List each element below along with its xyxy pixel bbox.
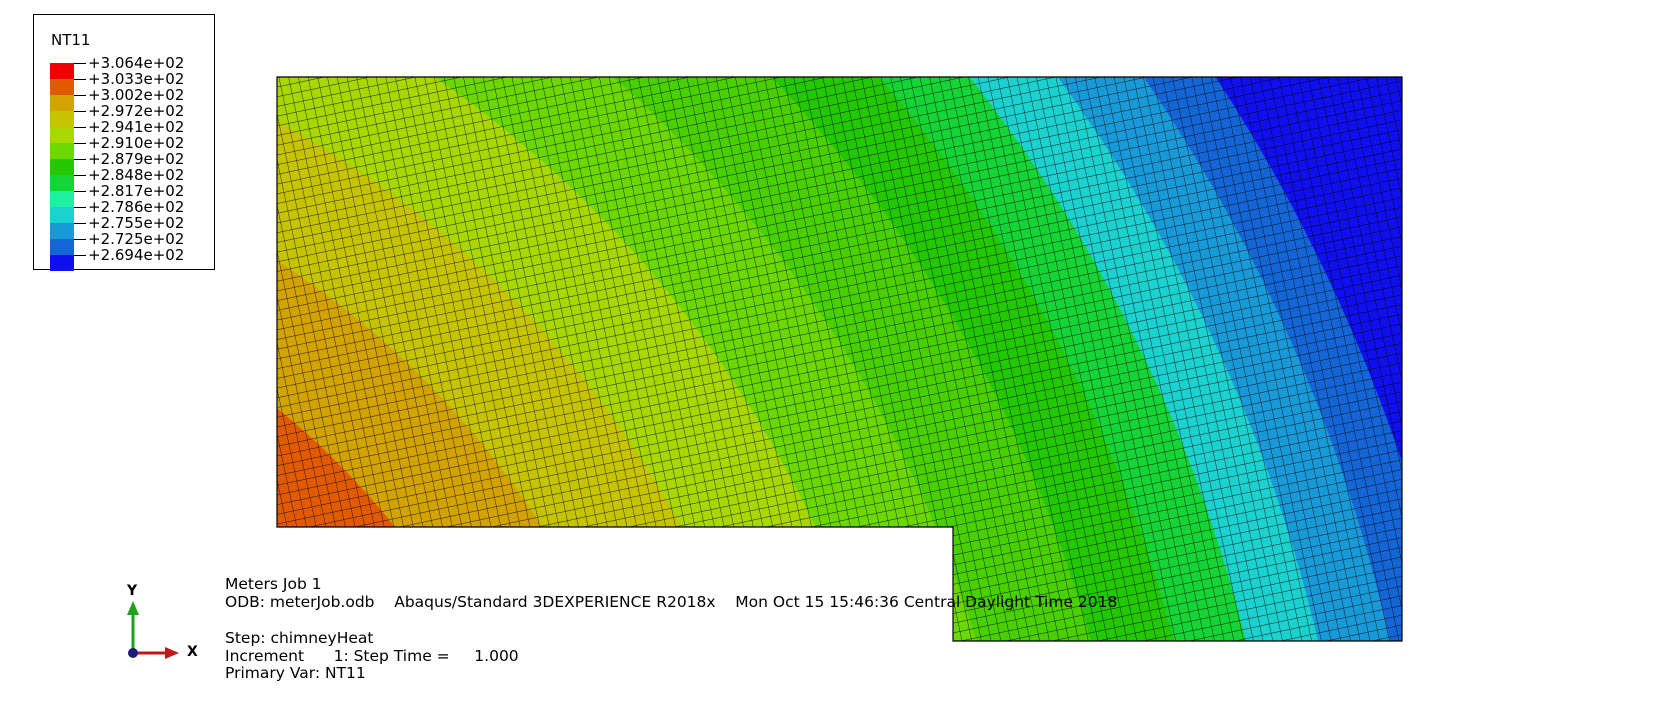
x-axis-arrowhead: [165, 647, 179, 659]
legend-tick: [74, 159, 86, 160]
legend-swatch: [50, 95, 74, 111]
legend-tick: [74, 143, 86, 144]
legend-tick: [74, 255, 86, 256]
legend-swatch: [50, 207, 74, 223]
legend-swatch: [50, 223, 74, 239]
job-title: Meters Job 1: [225, 575, 322, 593]
legend-swatch: [50, 111, 74, 127]
legend-value-label: +3.064e+02: [88, 54, 185, 72]
step-info: Step: chimneyHeat: [225, 629, 374, 647]
legend-swatch: [50, 239, 74, 255]
y-axis-arrowhead: [127, 601, 139, 615]
legend-value-label: +2.817e+02: [88, 182, 185, 200]
contour-legend: NT11 +3.064e+02 +3.033e+02 +3.002e+02 +2.97…: [33, 14, 215, 271]
legend-swatch: [50, 255, 74, 271]
legend-value-label: +3.002e+02: [88, 86, 185, 104]
legend-value-label: +2.786e+02: [88, 198, 185, 216]
legend-tick: [74, 239, 86, 240]
legend-tick: [74, 79, 86, 80]
legend-tick: [74, 127, 86, 128]
legend-value-label: +3.033e+02: [88, 70, 185, 88]
legend-tick: [74, 207, 86, 208]
info-spacer: [225, 611, 1117, 630]
legend-tick: [74, 111, 86, 112]
odb-info: ODB: meterJob.odb Abaqus/Standard 3DEXPE…: [225, 592, 1118, 611]
part-outline: [276, 76, 1403, 642]
legend-swatch: [50, 175, 74, 191]
legend-swatch: [50, 63, 74, 79]
legend-title: NT11: [51, 31, 91, 49]
legend-tick: [74, 95, 86, 96]
legend-swatch: [50, 79, 74, 95]
legend-tick: [74, 191, 86, 192]
legend-color-bar: [50, 63, 74, 271]
legend-tick: [74, 175, 86, 176]
z-axis-dot: [128, 648, 138, 658]
legend-swatch: [50, 159, 74, 175]
y-axis-label: Y: [127, 583, 138, 599]
legend-value-label: +2.725e+02: [88, 230, 185, 248]
legend-value-label: +2.694e+02: [88, 246, 185, 264]
job-info: Meters Job 1 ODB: meterJob.odb Abaqus/St…: [225, 575, 1118, 683]
legend-tick: [74, 223, 86, 224]
legend-tick: [74, 63, 86, 64]
coordinate-triad: Y X: [115, 583, 215, 675]
legend-swatch: [50, 127, 74, 143]
legend-value-label: +2.972e+02: [88, 102, 185, 120]
legend-value-label: +2.910e+02: [88, 134, 185, 152]
increment-info: Increment 1: Step Time = 1.000: [225, 646, 519, 665]
x-axis-label: X: [187, 644, 198, 660]
triad-arrows: [127, 601, 179, 659]
legend-swatch: [50, 143, 74, 159]
legend-value-label: +2.848e+02: [88, 166, 185, 184]
legend-value-label: +2.755e+02: [88, 214, 185, 232]
legend-value-label: +2.941e+02: [88, 118, 185, 136]
legend-swatch: [50, 191, 74, 207]
legend-value-label: +2.879e+02: [88, 150, 185, 168]
primary-var-info: Primary Var: NT11: [225, 664, 366, 682]
